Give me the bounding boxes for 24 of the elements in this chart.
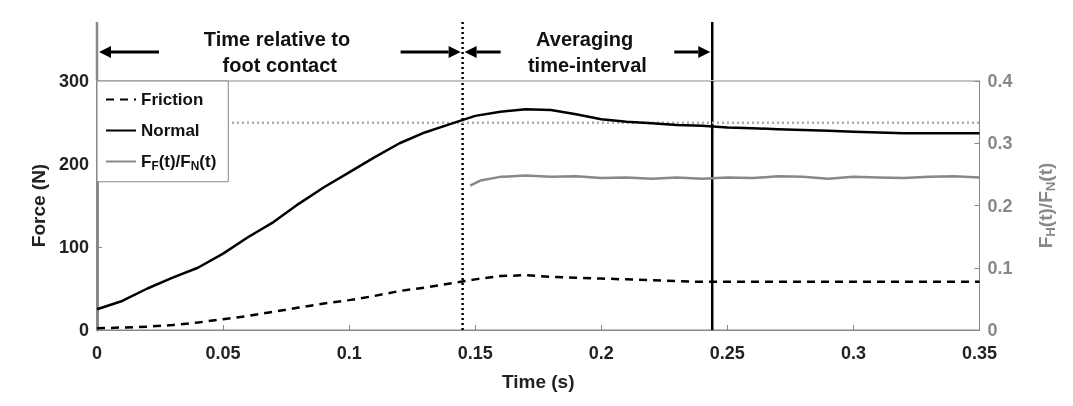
y2-tick-label: 0.2: [987, 195, 1013, 216]
y2-axis-title: FH(t)/FN(t): [1035, 162, 1058, 249]
legend-label: Friction: [141, 90, 204, 109]
y-tick-label: 200: [58, 154, 89, 174]
x-tick-label: 0.35: [961, 343, 998, 363]
y-tick-label: 300: [58, 71, 89, 91]
y2-tick-label: 0.1: [987, 257, 1013, 278]
x-tick-label: 0.15: [457, 343, 493, 363]
y2-tick-label: 0.4: [987, 71, 1013, 91]
y2-tick-label: 0: [987, 320, 998, 340]
x-tick-label: 0.25: [709, 343, 745, 363]
x-tick-label: 0: [91, 343, 103, 363]
x-tick-label: 0.1: [336, 343, 362, 363]
x-tick-label: 0.05: [205, 343, 241, 363]
x-tick-label: 0.2: [588, 343, 614, 363]
x-tick-label: 0.3: [840, 343, 866, 363]
y-tick-label: 100: [58, 237, 89, 257]
y2-tick-label: 0.3: [987, 133, 1013, 154]
text: Time relative to foot contact: [203, 28, 356, 76]
text: Averaging time-interval: [527, 28, 647, 76]
y-axis-title: Force (N): [28, 163, 50, 248]
legend-label: Normal: [141, 121, 200, 140]
x-axis-title: Time (s): [501, 371, 575, 392]
y-tick-label: 0: [78, 320, 89, 340]
